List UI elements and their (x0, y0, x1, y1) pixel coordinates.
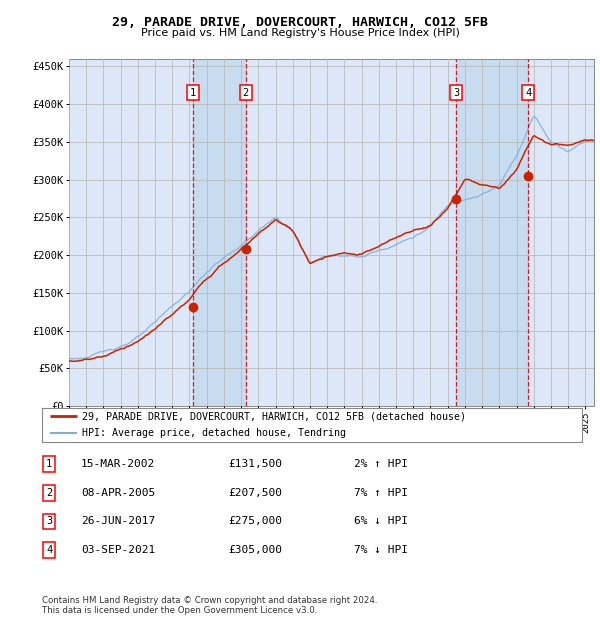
Text: Contains HM Land Registry data © Crown copyright and database right 2024.
This d: Contains HM Land Registry data © Crown c… (42, 596, 377, 615)
Text: 7% ↓ HPI: 7% ↓ HPI (354, 545, 408, 555)
Text: 1: 1 (46, 459, 52, 469)
Bar (193, 59, 246, 406)
Text: 3: 3 (46, 516, 52, 526)
Text: 26-JUN-2017: 26-JUN-2017 (81, 516, 155, 526)
Text: £305,000: £305,000 (228, 545, 282, 555)
Text: 2: 2 (242, 88, 249, 98)
Text: 03-SEP-2021: 03-SEP-2021 (81, 545, 155, 555)
Text: 15-MAR-2002: 15-MAR-2002 (81, 459, 155, 469)
Text: 4: 4 (46, 545, 52, 555)
Bar (456, 59, 528, 406)
Text: £275,000: £275,000 (228, 516, 282, 526)
Text: 29, PARADE DRIVE, DOVERCOURT, HARWICH, CO12 5FB (detached house): 29, PARADE DRIVE, DOVERCOURT, HARWICH, C… (83, 411, 467, 421)
Text: 7% ↑ HPI: 7% ↑ HPI (354, 488, 408, 498)
Text: 29, PARADE DRIVE, DOVERCOURT, HARWICH, CO12 5FB: 29, PARADE DRIVE, DOVERCOURT, HARWICH, C… (112, 16, 488, 29)
Text: £207,500: £207,500 (228, 488, 282, 498)
Text: 4: 4 (525, 88, 531, 98)
Text: HPI: Average price, detached house, Tendring: HPI: Average price, detached house, Tend… (83, 428, 347, 438)
Text: 1: 1 (190, 88, 196, 98)
Text: 08-APR-2005: 08-APR-2005 (81, 488, 155, 498)
Text: 6% ↓ HPI: 6% ↓ HPI (354, 516, 408, 526)
Text: Price paid vs. HM Land Registry's House Price Index (HPI): Price paid vs. HM Land Registry's House … (140, 28, 460, 38)
Text: 2: 2 (46, 488, 52, 498)
Text: 2% ↑ HPI: 2% ↑ HPI (354, 459, 408, 469)
Text: 3: 3 (453, 88, 459, 98)
Text: £131,500: £131,500 (228, 459, 282, 469)
